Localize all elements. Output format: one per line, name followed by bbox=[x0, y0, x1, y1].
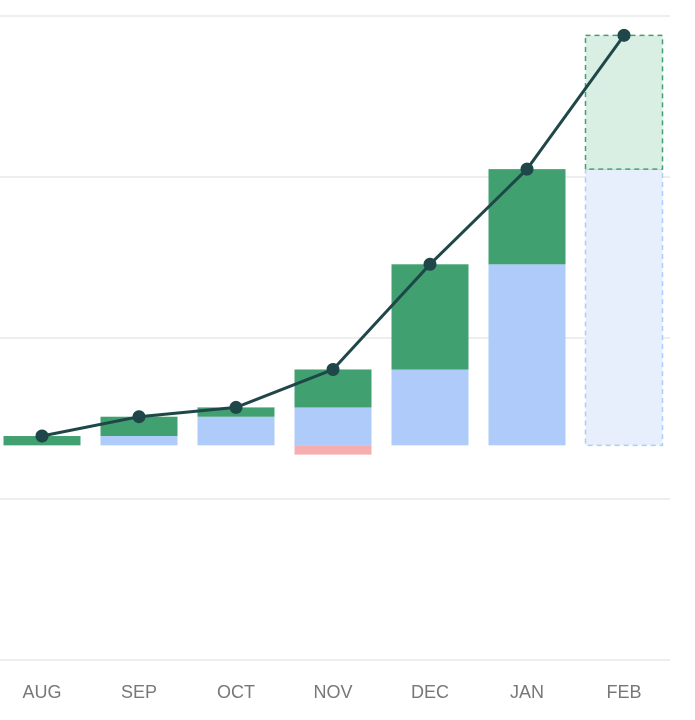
total-line bbox=[35, 28, 631, 443]
bar-base bbox=[100, 436, 178, 446]
line-point bbox=[229, 400, 243, 414]
bars bbox=[3, 34, 664, 455]
x-tick-label: FEB bbox=[606, 682, 641, 702]
bar-base-projected bbox=[584, 168, 664, 447]
line-point bbox=[423, 257, 437, 271]
x-tick-label: AUG bbox=[22, 682, 61, 702]
bar-increase bbox=[488, 169, 566, 265]
line-point bbox=[617, 28, 631, 42]
x-tick-label: OCT bbox=[217, 682, 255, 702]
bar-base bbox=[294, 407, 372, 446]
x-tick-label: NOV bbox=[313, 682, 352, 702]
bar-base bbox=[488, 264, 566, 446]
bar-decrease bbox=[294, 445, 372, 455]
x-tick-label: JAN bbox=[510, 682, 544, 702]
line-point bbox=[326, 362, 340, 376]
bar-increase-projected bbox=[584, 34, 664, 170]
line-point bbox=[35, 429, 49, 443]
x-axis-labels: AUG SEP OCT NOV DEC JAN FEB bbox=[22, 682, 641, 702]
x-tick-label: DEC bbox=[411, 682, 449, 702]
bar-base bbox=[391, 369, 469, 446]
x-tick-label: SEP bbox=[121, 682, 157, 702]
bar-base bbox=[197, 416, 275, 446]
bar-increase bbox=[391, 264, 469, 370]
line-point bbox=[132, 410, 146, 424]
line-point bbox=[520, 162, 534, 176]
